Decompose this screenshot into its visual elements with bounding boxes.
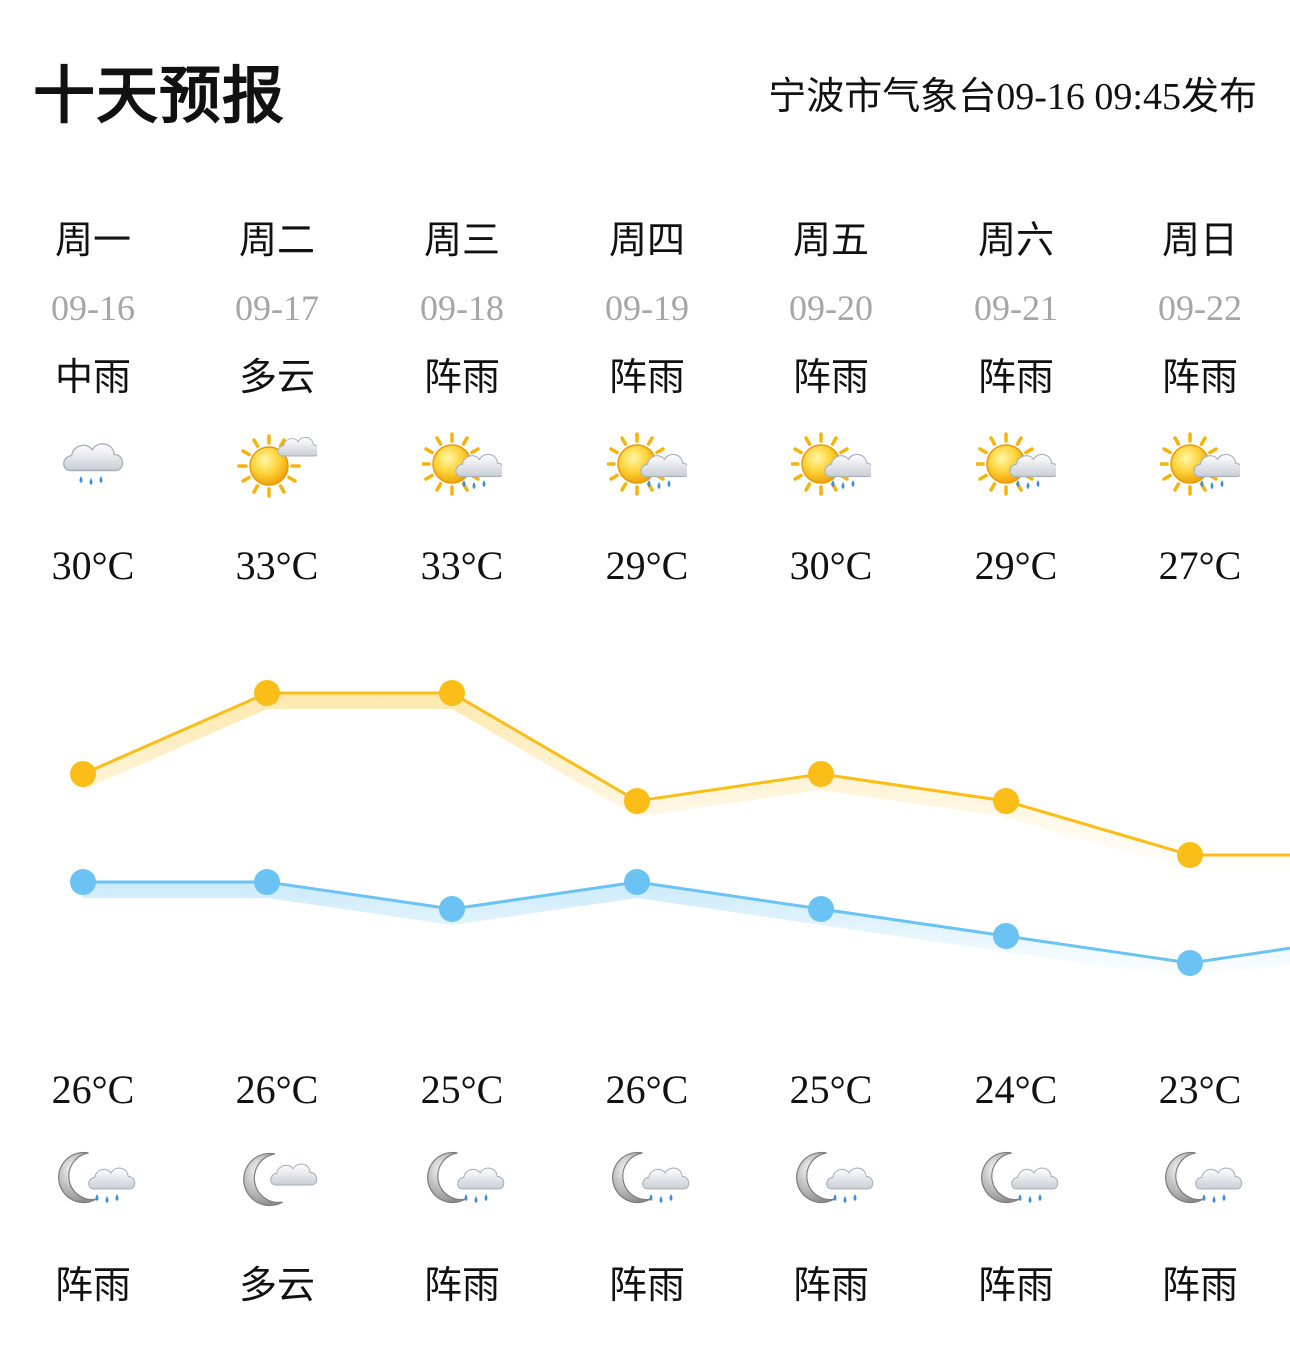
high-temp-point [254,680,280,706]
sun-cloud-rain-icon [420,428,506,498]
high-temp-glow [83,693,1290,871]
low-temperature: 24°C [974,1067,1058,1112]
high-temperature: 33°C [235,543,319,588]
cloud-rain-icon [53,428,133,498]
high-temp-point [70,761,96,787]
low-temp-glow [83,882,1290,979]
day-condition: 阵雨 [977,355,1054,399]
sun-cloud-rain-icon [789,428,875,498]
night-condition: 阵雨 [1161,1263,1238,1307]
publish-time: 09-16 09:45 [996,76,1181,118]
high-temperature: 27°C [1158,543,1242,588]
page-title: 十天预报 [33,59,286,132]
high-temperature: 30°C [789,543,873,588]
high-temp-point [993,788,1019,814]
low-temp-point [254,869,280,895]
day-condition: 阵雨 [608,355,685,399]
low-temperature: 26°C [51,1067,135,1112]
moon-cloud-rain-icon [1160,1146,1244,1216]
weekday-label: 周一 [54,218,131,262]
date-label: 09-22 [1158,288,1242,328]
weekday-label: 周四 [608,218,685,262]
day-condition: 阵雨 [423,355,500,399]
date-label: 09-21 [974,288,1058,328]
night-condition: 阵雨 [792,1263,869,1307]
publisher-name: 宁波市气象台 [768,74,997,118]
low-temperature: 26°C [605,1067,689,1112]
date-label: 09-17 [235,288,319,328]
publisher-info: 宁波市气象台09-16 09:45发布 [768,68,1257,125]
weekday-label: 周二 [238,218,315,262]
moon-cloud-rain-icon [53,1146,137,1216]
high-temperature: 33°C [420,543,504,588]
low-temperature: 26°C [235,1067,319,1112]
high-temp-point [1177,842,1203,868]
night-condition: 阵雨 [608,1263,685,1307]
night-condition: 阵雨 [977,1263,1054,1307]
publish-suffix: 发布 [1180,74,1257,118]
night-condition: 阵雨 [423,1263,500,1307]
high-temperature: 29°C [605,543,689,588]
high-temp-point [439,680,465,706]
date-label: 09-20 [789,288,873,328]
day-condition: 中雨 [54,355,131,399]
moon-cloud-icon [237,1146,321,1216]
weekday-label: 周六 [977,218,1054,262]
weekday-label: 周三 [423,218,500,262]
high-temperature: 29°C [974,543,1058,588]
sun-cloud-rain-icon [1158,428,1244,498]
low-temp-point [993,923,1019,949]
low-temp-point [1177,950,1203,976]
weekday-label: 周五 [792,218,869,262]
sun-cloud-rain-icon [974,428,1060,498]
date-label: 09-18 [420,288,504,328]
high-temp-line [82,691,1290,857]
sun-cloud-icon [237,428,320,498]
low-temp-point [439,896,465,922]
day-condition: 多云 [238,355,315,399]
high-temperature: 30°C [51,543,135,588]
day-condition: 阵雨 [792,355,869,399]
moon-cloud-rain-icon [791,1146,875,1216]
date-label: 09-19 [605,288,689,328]
high-temp-point [808,761,834,787]
low-temperature: 25°C [420,1067,504,1112]
day-condition: 阵雨 [1161,355,1238,399]
low-temperature: 25°C [789,1067,873,1112]
night-condition: 阵雨 [54,1263,131,1307]
moon-cloud-rain-icon [422,1146,506,1216]
moon-cloud-rain-icon [607,1146,691,1216]
high-temp-point [624,788,650,814]
low-temperature: 23°C [1158,1067,1242,1112]
header: 十天预报 宁波市气象台09-16 09:45发布 [0,0,1290,150]
weekday-label: 周日 [1161,218,1238,262]
sun-cloud-rain-icon [605,428,691,498]
moon-cloud-rain-icon [976,1146,1060,1216]
night-condition: 多云 [238,1263,315,1307]
low-temp-line [83,880,1290,965]
low-temp-point [624,869,650,895]
temperature-chart [70,680,1290,979]
date-label: 09-16 [51,288,135,328]
low-temp-point [70,869,96,895]
low-temp-point [808,896,834,922]
